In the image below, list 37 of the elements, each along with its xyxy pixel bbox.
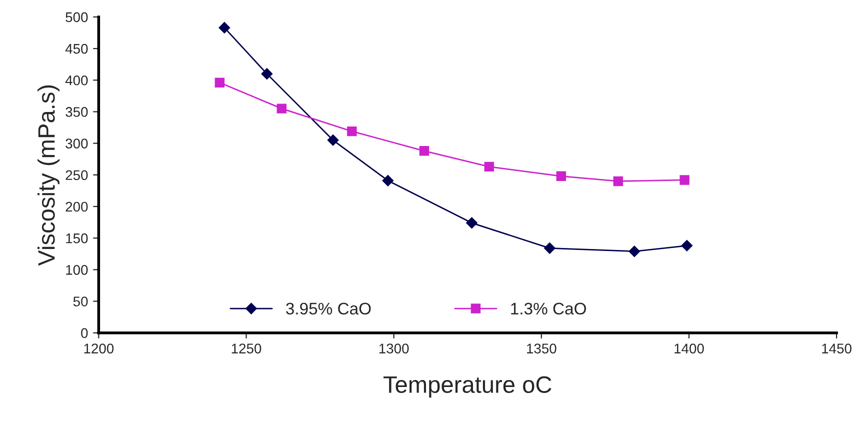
point [382, 174, 394, 186]
legend-label: 3.95% CaO [286, 302, 371, 315]
y-tick-label: 400 [65, 75, 88, 86]
x-tick-label: 1250 [232, 344, 262, 354]
x-tick-label: 1300 [379, 344, 409, 354]
point [680, 175, 690, 185]
legend-label: 1.3% CaO [511, 302, 586, 315]
point [347, 126, 357, 136]
y-tick-label: 300 [66, 138, 88, 148]
y-tick-label: 200 [66, 202, 88, 212]
point [327, 134, 339, 146]
point [218, 22, 230, 34]
x-tick-label: 1350 [527, 344, 556, 354]
y-tick-label: 0 [81, 328, 88, 338]
point [261, 68, 273, 80]
point [556, 171, 566, 182]
x-axis-title: Temperature oC [384, 376, 552, 398]
point [613, 176, 623, 186]
point [419, 146, 430, 156]
point [466, 217, 478, 229]
y-tick-label: 100 [66, 265, 88, 275]
point [628, 246, 640, 257]
point [544, 242, 556, 254]
x-tick-label: 1450 [822, 344, 852, 354]
y-tick-label: 250 [66, 170, 88, 180]
point [276, 104, 287, 114]
point [681, 240, 693, 252]
x-tick-label: 1200 [84, 344, 114, 354]
y-tick-label: 50 [73, 296, 88, 306]
x-tick-label: 1400 [674, 344, 704, 354]
y-axis-title: Viscosity (mPa.s) [38, 85, 60, 266]
y-tick-label: 450 [65, 44, 88, 54]
point [214, 78, 225, 88]
y-tick-label: 150 [66, 233, 88, 244]
point [484, 162, 494, 172]
y-tick-label: 500 [66, 12, 88, 22]
y-tick-label: 350 [66, 107, 88, 117]
